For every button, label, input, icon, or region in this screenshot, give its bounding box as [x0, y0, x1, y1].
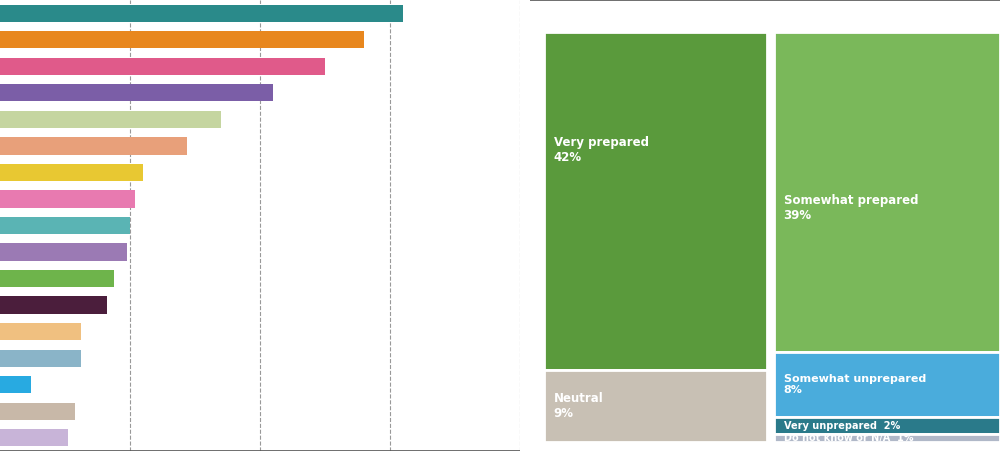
Bar: [774, 434, 1000, 442]
Text: Very prepared
42%: Very prepared 42%: [554, 136, 648, 164]
Text: Very unprepared  2%: Very unprepared 2%: [784, 421, 900, 431]
Bar: [0, 429, 68, 446]
Bar: [0, 296, 107, 314]
Bar: [544, 369, 767, 442]
Text: Neutral
9%: Neutral 9%: [554, 392, 603, 420]
Bar: [0, 323, 81, 340]
Bar: [0, 403, 75, 420]
Bar: [0, 31, 364, 48]
Bar: [0, 164, 143, 181]
Text: Somewhat prepared
39%: Somewhat prepared 39%: [784, 193, 918, 221]
Bar: [0, 58, 325, 75]
Bar: [0, 5, 403, 22]
Bar: [774, 352, 1000, 417]
Bar: [0, 137, 187, 155]
Bar: [0, 190, 135, 207]
Text: Do not know or N/A  1%: Do not know or N/A 1%: [784, 433, 913, 443]
Bar: [774, 32, 1000, 352]
Bar: [0, 350, 81, 367]
Text: Somewhat unprepared
8%: Somewhat unprepared 8%: [784, 374, 926, 396]
Bar: [0, 217, 130, 234]
Bar: [0, 270, 114, 287]
Bar: [774, 417, 1000, 434]
Bar: [544, 32, 767, 369]
Bar: [0, 244, 127, 261]
Bar: [0, 111, 221, 128]
Bar: [0, 376, 31, 393]
Bar: [0, 84, 273, 101]
